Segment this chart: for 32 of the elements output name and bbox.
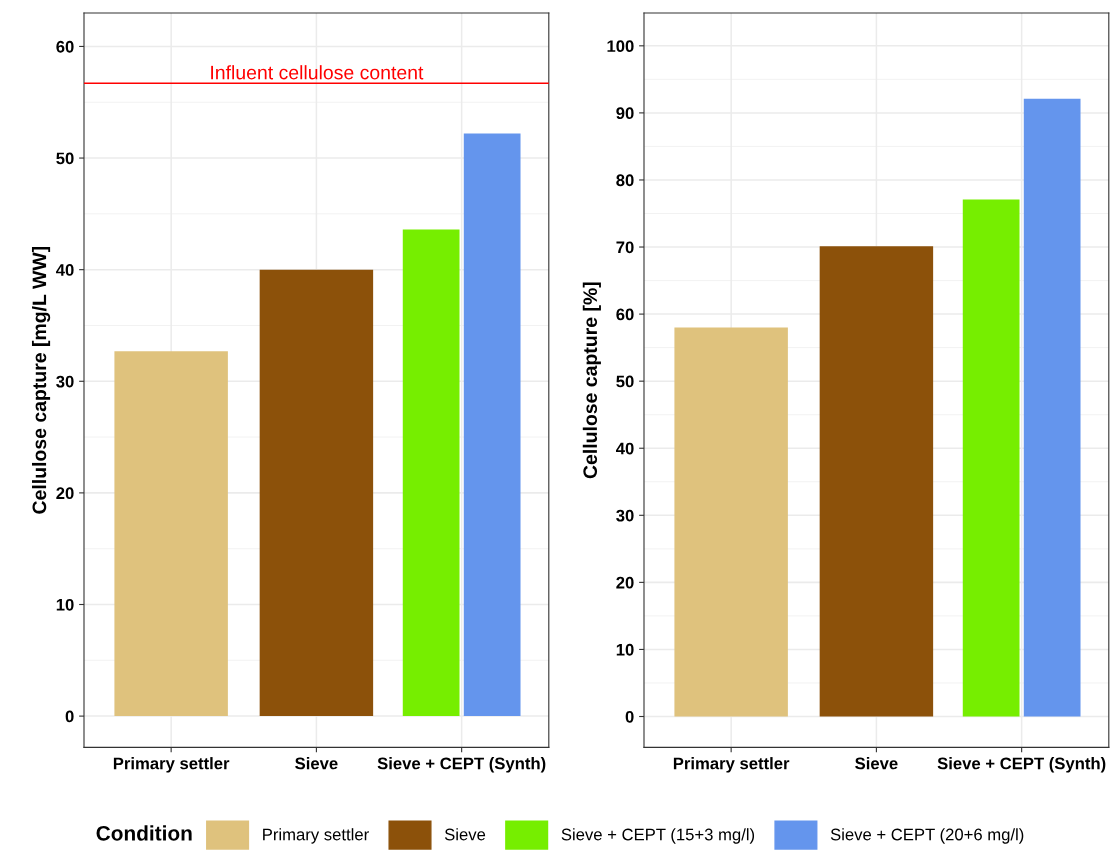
legend-title: Condition [96, 825, 192, 841]
y-tick-label: 70 [616, 241, 634, 254]
legend-label: Sieve [444, 828, 486, 841]
y-tick-label: 90 [616, 107, 634, 120]
y-tick-label: 40 [615, 442, 634, 455]
x-tick-label: Sieve + CEPT (Synth) [377, 757, 546, 773]
y-tick-label: 0 [625, 710, 634, 723]
x-tick-label: Primary settler [673, 757, 790, 773]
y-tick-label: 60 [56, 40, 74, 53]
legend-label: Primary settler [263, 828, 369, 844]
y-tick-label: 30 [616, 509, 634, 522]
legend-label: Sieve + CEPT (20+6 mg/l) [830, 828, 1024, 844]
y-tick-label: 20 [56, 487, 74, 500]
y-tick-label: 20 [616, 576, 634, 589]
y-axis-title: Cellulose capture [%] [582, 282, 601, 479]
y-tick-label: 10 [616, 643, 634, 656]
y-tick-label: 80 [616, 174, 634, 187]
y-tick-label: 50 [616, 375, 634, 388]
y-axis-title: Cellulose capture [mg/L WW] [31, 246, 51, 514]
y-tick-label: 60 [616, 308, 634, 321]
legend-label: Sieve + CEPT (15+3 mg/l) [561, 828, 755, 844]
x-tick-label: Primary settler [113, 757, 230, 773]
y-tick-label: 0 [65, 710, 74, 723]
x-tick-label: Sieve + CEPT (Synth) [937, 757, 1106, 773]
y-tick-label: 40 [55, 264, 74, 276]
x-tick-label: Sieve [295, 757, 338, 770]
y-tick-label: 10 [56, 598, 74, 611]
ref-line-label: Influent cellulose content [211, 65, 424, 80]
x-tick-label: Sieve [855, 757, 898, 770]
y-tick-label: 30 [56, 375, 74, 388]
y-tick-label: 100 [607, 40, 634, 53]
y-tick-label: 50 [56, 152, 74, 165]
